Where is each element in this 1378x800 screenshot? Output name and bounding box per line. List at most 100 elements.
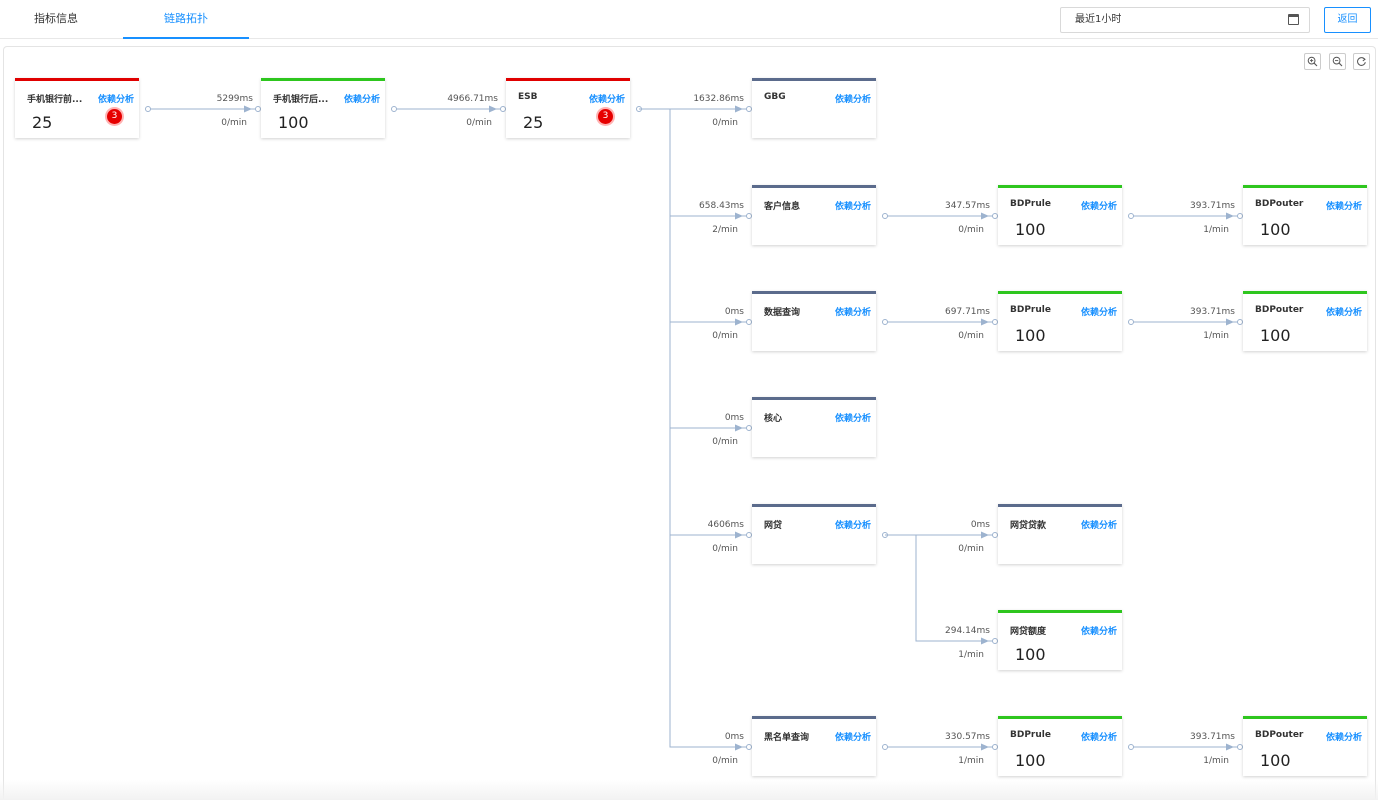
node-name: 黑名单查询: [764, 733, 810, 743]
edge-rate: 0/min: [712, 544, 738, 554]
node-name: 网贷: [764, 521, 783, 531]
edge-latency: 697.71ms: [945, 307, 990, 317]
node-bdprule-1[interactable]: BDPrule 依赖分析 100: [998, 185, 1122, 245]
node-bdprule-2[interactable]: BDPrule 依赖分析 100: [998, 291, 1122, 351]
edge-latency: 0ms: [724, 732, 744, 742]
dependency-analysis-link[interactable]: 依赖分析: [343, 95, 380, 105]
edge-rate: 0/min: [958, 544, 984, 554]
reset-icon[interactable]: [1353, 53, 1370, 70]
node-name: BDPrule: [1010, 730, 1051, 740]
edge-latency: 0ms: [724, 307, 744, 317]
edge-rate: 0/min: [712, 437, 738, 447]
node-name: ESB: [518, 92, 538, 102]
node-name: GBG: [764, 92, 786, 102]
node-name: 客户信息: [764, 202, 801, 212]
edge-rate: 1/min: [1203, 756, 1229, 766]
dependency-analysis-link[interactable]: 依赖分析: [834, 308, 871, 318]
dependency-analysis-link[interactable]: 依赖分析: [97, 95, 134, 105]
node-name: BDPouter: [1255, 199, 1304, 209]
dependency-analysis-link[interactable]: 依赖分析: [1080, 308, 1117, 318]
edge-latency: 4606ms: [707, 520, 744, 530]
dependency-analysis-link[interactable]: 依赖分析: [1325, 308, 1362, 318]
node-gbg[interactable]: GBG 依赖分析: [752, 78, 876, 138]
node-name: BDPouter: [1255, 730, 1304, 740]
alert-count-badge[interactable]: 3: [598, 109, 613, 124]
dependency-analysis-link[interactable]: 依赖分析: [834, 414, 871, 424]
dependency-analysis-link[interactable]: 依赖分析: [834, 202, 871, 212]
edge-latency: 393.71ms: [1190, 201, 1235, 211]
node-core[interactable]: 核心 依赖分析: [752, 397, 876, 457]
zoom-in-icon[interactable]: [1304, 53, 1321, 70]
node-score: 100: [1260, 751, 1291, 770]
node-esb[interactable]: ESB 依赖分析 25 3: [506, 78, 630, 138]
edge-rate: 0/min: [466, 118, 492, 128]
edge-rate: 1/min: [958, 756, 984, 766]
node-score: 25: [523, 113, 544, 132]
back-button[interactable]: 返回: [1324, 7, 1371, 33]
dependency-analysis-link[interactable]: 依赖分析: [1325, 733, 1362, 743]
edge-rate: 2/min: [712, 225, 738, 235]
top-bar: 指标信息 链路拓扑 最近1小时 返回: [0, 0, 1378, 39]
node-name: 手机银行前...: [27, 95, 83, 105]
edge-latency: 347.57ms: [945, 201, 990, 211]
node-name: BDPouter: [1255, 305, 1304, 315]
edge-latency: 330.57ms: [945, 732, 990, 742]
node-bdpouter-3[interactable]: BDPouter 依赖分析 100: [1243, 716, 1367, 776]
dependency-analysis-link[interactable]: 依赖分析: [1080, 521, 1117, 531]
node-name: BDPrule: [1010, 199, 1051, 209]
edge-rate: 0/min: [221, 118, 247, 128]
edge-rate: 1/min: [958, 650, 984, 660]
node-name: 网贷贷款: [1010, 521, 1047, 531]
dependency-analysis-link[interactable]: 依赖分析: [834, 95, 871, 105]
node-name: 网贷额度: [1010, 627, 1047, 637]
node-score: 100: [1260, 326, 1291, 345]
time-range-select[interactable]: 最近1小时: [1060, 7, 1310, 33]
node-score: 100: [1015, 326, 1046, 345]
tab-topology[interactable]: 链路拓扑: [123, 0, 249, 39]
dependency-analysis-link[interactable]: 依赖分析: [588, 95, 625, 105]
edge-rate: 1/min: [1203, 225, 1229, 235]
dependency-analysis-link[interactable]: 依赖分析: [834, 521, 871, 531]
edge-latency: 1632.86ms: [693, 94, 744, 104]
node-blacklist[interactable]: 黑名单查询 依赖分析: [752, 716, 876, 776]
edge-latency: 658.43ms: [699, 201, 744, 211]
edge-latency: 5299ms: [216, 94, 253, 104]
tab-metrics[interactable]: 指标信息: [34, 12, 78, 25]
node-score: 100: [1260, 220, 1291, 239]
node-name: 数据查询: [764, 308, 801, 318]
edge-rate: 0/min: [958, 331, 984, 341]
dependency-analysis-link[interactable]: 依赖分析: [1080, 733, 1117, 743]
node-bdpouter-1[interactable]: BDPouter 依赖分析 100: [1243, 185, 1367, 245]
node-netloan-limit[interactable]: 网贷额度 依赖分析 100: [998, 610, 1122, 670]
node-customer[interactable]: 客户信息 依赖分析: [752, 185, 876, 245]
zoom-out-icon[interactable]: [1329, 53, 1346, 70]
dependency-analysis-link[interactable]: 依赖分析: [1080, 202, 1117, 212]
edge-latency: 393.71ms: [1190, 307, 1235, 317]
node-score: 100: [1015, 645, 1046, 664]
node-score: 100: [1015, 751, 1046, 770]
topology-canvas[interactable]: [3, 46, 1376, 800]
edge-latency: 4966.71ms: [447, 94, 498, 104]
edge-rate: 0/min: [712, 331, 738, 341]
node-score: 100: [1015, 220, 1046, 239]
node-score: 100: [278, 113, 309, 132]
node-mobile-front[interactable]: 手机银行前... 依赖分析 25 3: [15, 78, 139, 138]
node-name: 核心: [764, 414, 783, 424]
edge-rate: 0/min: [712, 118, 738, 128]
node-mobile-back[interactable]: 手机银行后... 依赖分析 100: [261, 78, 385, 138]
edge-latency: 294.14ms: [945, 626, 990, 636]
node-netloan[interactable]: 网贷 依赖分析: [752, 504, 876, 564]
calendar-icon: [1288, 14, 1299, 25]
dependency-analysis-link[interactable]: 依赖分析: [1080, 627, 1117, 637]
node-dataquery[interactable]: 数据查询 依赖分析: [752, 291, 876, 351]
node-bdpouter-2[interactable]: BDPouter 依赖分析 100: [1243, 291, 1367, 351]
node-netloan-loan[interactable]: 网贷贷款 依赖分析: [998, 504, 1122, 564]
node-bdprule-3[interactable]: BDPrule 依赖分析 100: [998, 716, 1122, 776]
dependency-analysis-link[interactable]: 依赖分析: [1325, 202, 1362, 212]
edge-latency: 0ms: [970, 520, 990, 530]
alert-count-badge[interactable]: 3: [107, 109, 122, 124]
edge-latency: 393.71ms: [1190, 732, 1235, 742]
dependency-analysis-link[interactable]: 依赖分析: [834, 733, 871, 743]
node-name: BDPrule: [1010, 305, 1051, 315]
time-range-value: 最近1小时: [1075, 14, 1122, 25]
